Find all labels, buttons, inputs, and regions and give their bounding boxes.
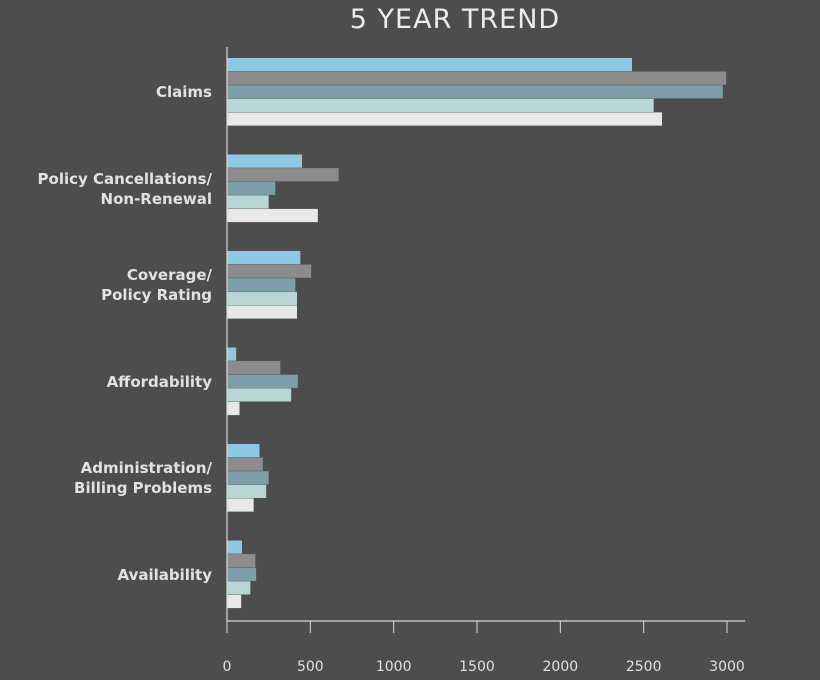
- bar: [227, 347, 237, 361]
- bar: [227, 112, 662, 126]
- bar: [227, 85, 723, 99]
- x-tick-label: 1500: [459, 659, 495, 675]
- bar: [227, 195, 269, 209]
- bar: [227, 374, 298, 388]
- bar: [227, 361, 281, 375]
- bar: [227, 444, 260, 458]
- bar: [227, 594, 242, 609]
- bar: [227, 457, 263, 471]
- x-tick-label: 2000: [543, 659, 579, 675]
- bar: [227, 567, 257, 581]
- bar: [227, 181, 276, 195]
- chart-title: 5 YEAR TREND: [349, 4, 561, 35]
- x-tick-label: 500: [297, 659, 324, 675]
- category-label: Claims: [156, 83, 212, 101]
- bar: [227, 471, 269, 485]
- bar: [227, 388, 292, 402]
- bar: [227, 554, 256, 568]
- bar: [227, 305, 297, 319]
- x-tick-label: 0: [223, 659, 232, 675]
- category-label: Affordability: [106, 372, 212, 391]
- x-tick-label: 2500: [626, 659, 662, 675]
- bar: [227, 278, 296, 292]
- bar: [227, 291, 297, 305]
- bar: [227, 154, 302, 168]
- category-label: Availability: [117, 565, 213, 584]
- category-label: Administration/ Billing Problems: [74, 459, 212, 497]
- bar: [227, 581, 251, 595]
- bar: [227, 484, 267, 498]
- bar: [227, 264, 312, 278]
- x-tick-label: 1000: [376, 659, 412, 675]
- bar: [227, 98, 654, 112]
- bar: [227, 168, 339, 182]
- x-tick-label: 3000: [709, 659, 745, 675]
- category-label: Coverage/ Policy Rating: [101, 266, 212, 304]
- bar: [227, 540, 242, 554]
- bar: [227, 58, 632, 72]
- category-label: Policy Cancellations/ Non-Renewal: [37, 169, 212, 208]
- bar: [227, 71, 727, 85]
- bar: [227, 251, 301, 265]
- bar: [227, 208, 318, 223]
- bar: [227, 498, 254, 512]
- bar: [227, 401, 240, 416]
